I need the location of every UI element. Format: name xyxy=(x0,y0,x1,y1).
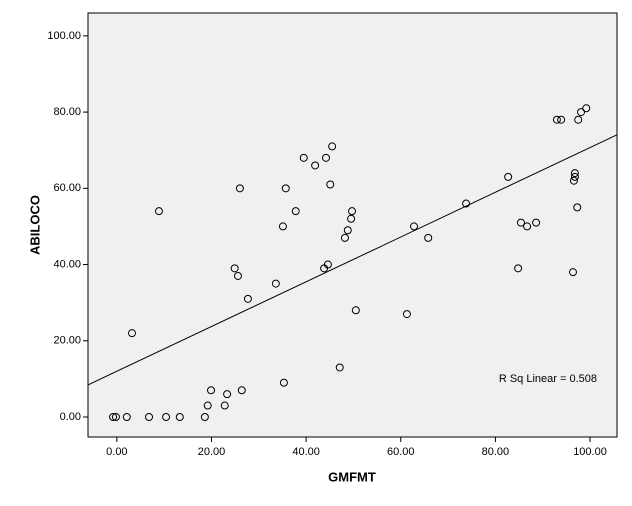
y-tick-label: 60.00 xyxy=(53,182,81,194)
data-point xyxy=(271,279,280,288)
data-point xyxy=(532,218,541,227)
data-point xyxy=(574,115,583,124)
data-point xyxy=(573,203,582,212)
data-point xyxy=(235,184,244,193)
data-point xyxy=(175,412,184,421)
x-axis-title: GMFMT xyxy=(328,469,376,484)
data-point xyxy=(514,264,523,273)
y-tick-label: 20.00 xyxy=(53,335,81,347)
data-point xyxy=(154,207,163,216)
data-point xyxy=(220,401,229,410)
data-point xyxy=(552,115,561,124)
data-point xyxy=(410,222,419,231)
data-point xyxy=(311,161,320,170)
x-tick-label: 80.00 xyxy=(482,446,510,458)
data-point xyxy=(570,172,579,181)
data-point xyxy=(230,264,239,273)
data-point xyxy=(122,412,131,421)
data-point xyxy=(402,310,411,319)
r-squared-note: R Sq Linear = 0.508 xyxy=(499,373,597,385)
data-point xyxy=(323,260,332,269)
data-point xyxy=(111,412,120,421)
data-point xyxy=(351,306,360,315)
data-point xyxy=(462,199,471,208)
data-point xyxy=(504,172,513,181)
data-point xyxy=(582,104,591,113)
data-point xyxy=(570,169,579,178)
data-point xyxy=(523,222,532,231)
data-point xyxy=(278,222,287,231)
y-tick-label: 80.00 xyxy=(53,106,81,118)
data-point xyxy=(568,268,577,277)
data-point xyxy=(291,207,300,216)
data-point xyxy=(424,233,433,242)
data-point xyxy=(328,142,337,151)
plot-area xyxy=(87,12,618,438)
data-point xyxy=(340,233,349,242)
data-point xyxy=(299,153,308,162)
y-axis-title: ABILOCO xyxy=(27,195,42,255)
data-point xyxy=(557,115,566,124)
data-point xyxy=(207,386,216,395)
data-point xyxy=(109,412,118,421)
y-tick-label: 100.00 xyxy=(47,30,81,42)
y-tick-label: 40.00 xyxy=(53,258,81,270)
data-point xyxy=(128,329,137,338)
data-point xyxy=(279,378,288,387)
x-tick-label: 20.00 xyxy=(198,446,226,458)
data-point xyxy=(162,412,171,421)
data-point xyxy=(145,412,154,421)
data-point xyxy=(516,218,525,227)
data-point xyxy=(348,207,357,216)
data-point xyxy=(347,214,356,223)
data-point xyxy=(335,363,344,372)
data-point xyxy=(237,386,246,395)
fit-line xyxy=(87,134,618,386)
data-point xyxy=(569,176,578,185)
data-point xyxy=(200,412,209,421)
data-point xyxy=(577,108,586,117)
x-tick-label: 60.00 xyxy=(387,446,415,458)
data-point xyxy=(326,180,335,189)
x-tick-label: 40.00 xyxy=(292,446,320,458)
x-tick-label: 100.00 xyxy=(573,446,607,458)
y-tick-label: 0.00 xyxy=(60,411,81,423)
data-point xyxy=(223,390,232,399)
data-point xyxy=(203,401,212,410)
data-point xyxy=(281,184,290,193)
x-tick-label: 0.00 xyxy=(106,446,127,458)
data-point xyxy=(243,294,252,303)
data-point xyxy=(322,153,331,162)
data-point xyxy=(233,271,242,280)
data-point xyxy=(343,226,352,235)
